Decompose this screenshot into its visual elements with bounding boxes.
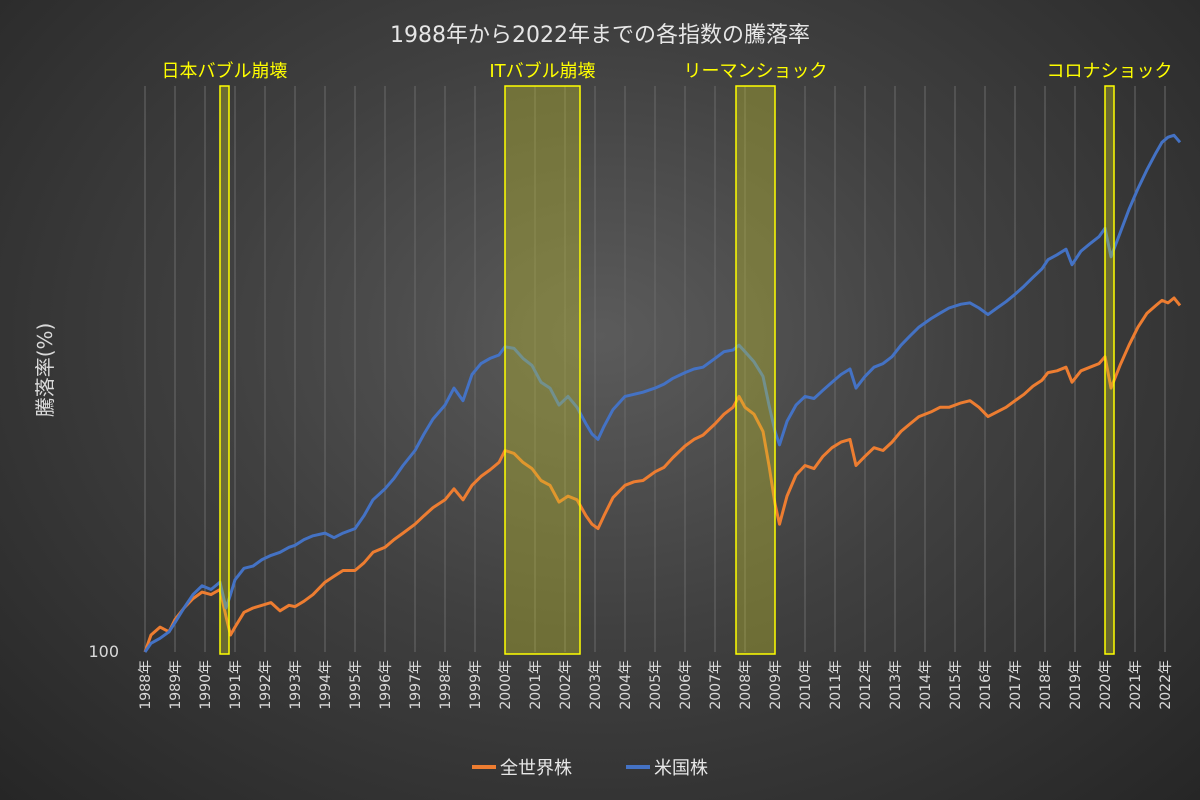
x-tick-label: 2006年 — [678, 660, 694, 710]
x-tick-label: 2013年 — [888, 660, 904, 710]
x-tick-label: 2004年 — [618, 660, 634, 710]
x-tick-label: 2001年 — [528, 660, 544, 710]
legend: 全世界株 米国株 — [472, 758, 708, 779]
x-tick-label: 2008年 — [738, 660, 754, 710]
legend-label-us: 米国株 — [654, 758, 708, 779]
x-tick-label: 1993年 — [288, 660, 304, 710]
x-tick-label: 1990年 — [198, 660, 214, 710]
x-tick-label: 2003年 — [588, 660, 604, 710]
x-tick-label: 1994年 — [318, 660, 334, 710]
event-label-3: コロナショック — [1047, 61, 1173, 82]
event-box-2 — [735, 85, 776, 655]
event-box-1 — [504, 85, 581, 655]
x-tick-label: 2000年 — [498, 660, 514, 710]
x-tick-label: 2018年 — [1038, 660, 1054, 710]
x-tick-label: 2010年 — [798, 660, 814, 710]
x-tick-label: 1995年 — [348, 660, 364, 710]
x-axis-ticks: 1988年 1989年 1990年 1991年 1992年 1993年 1994年 1995年… — [138, 660, 1174, 710]
legend-label-global: 全世界株 — [500, 758, 572, 779]
x-tick-label: 1988年 — [138, 660, 154, 710]
series-line-0 — [143, 296, 1182, 653]
x-tick-label: 1996年 — [378, 660, 394, 710]
x-tick-label: 2005年 — [648, 660, 664, 710]
x-tick-label: 1999年 — [468, 660, 484, 710]
series-lines — [143, 133, 1182, 653]
x-tick-label: 2007年 — [708, 660, 724, 710]
x-tick-label: 2017年 — [1008, 660, 1024, 710]
x-tick-label: 2021年 — [1128, 660, 1144, 710]
x-tick-label: 2011年 — [828, 660, 844, 710]
event-label-1: ITバブル崩壊 — [489, 60, 595, 82]
series-line-1 — [143, 133, 1182, 653]
x-tick-label: 2002年 — [558, 660, 574, 710]
event-label-0: 日本バブル崩壊 — [162, 60, 288, 82]
gridlines — [144, 86, 1166, 652]
event-label-2: リーマンショック — [684, 61, 828, 82]
x-tick-label: 2022年 — [1158, 660, 1174, 710]
event-shading: 日本バブル崩壊 ITバブル崩壊 リーマンショック コロナショック — [162, 60, 1173, 655]
chart-title: 1988年から2022年までの各指数の騰落率 — [390, 23, 810, 48]
x-tick-label: 2020年 — [1098, 660, 1114, 710]
event-box-3 — [1104, 85, 1115, 655]
y-axis-ticks: 100 — [88, 642, 119, 661]
x-tick-label: 1989年 — [168, 660, 184, 710]
x-tick-label: 2012年 — [858, 660, 874, 710]
x-tick-label: 2014年 — [918, 660, 934, 710]
event-box-0 — [219, 85, 230, 655]
x-tick-label: 1997年 — [408, 660, 424, 710]
x-tick-label: 2019年 — [1068, 660, 1084, 710]
y-tick-label: 100 — [88, 642, 119, 661]
y-axis-label: 騰落率(%) — [33, 323, 57, 418]
x-tick-label: 2016年 — [978, 660, 994, 710]
x-tick-label: 1991年 — [228, 660, 244, 710]
x-tick-label: 2009年 — [768, 660, 784, 710]
x-tick-label: 1992年 — [258, 660, 274, 710]
x-tick-label: 1998年 — [438, 660, 454, 710]
x-tick-label: 2015年 — [948, 660, 964, 710]
